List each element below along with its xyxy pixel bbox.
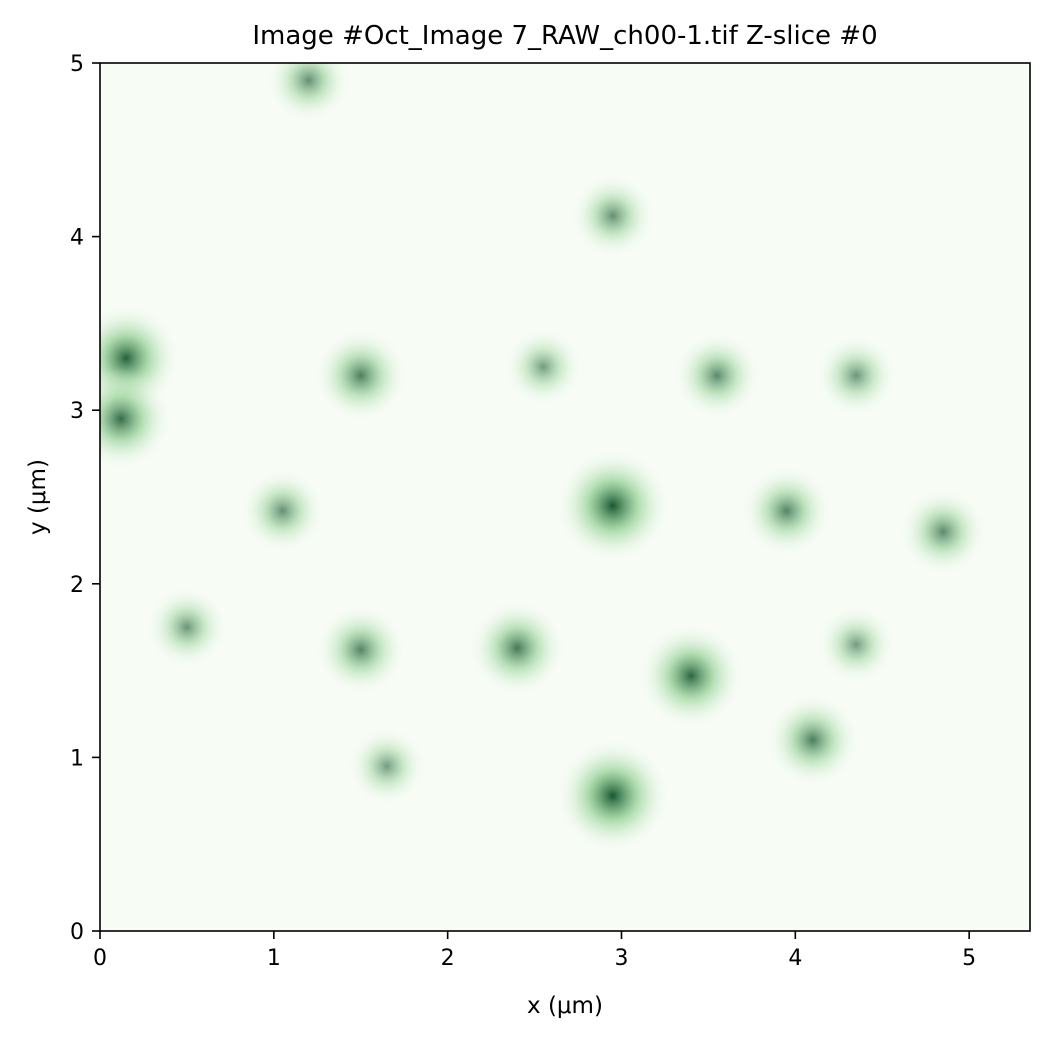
heatmap-spot [817, 606, 895, 684]
x-tick-label: 4 [788, 946, 802, 971]
y-axis: 0 1 2 3 4 5 [70, 52, 100, 945]
heatmap-spot [241, 469, 325, 553]
heatmap-spot [674, 332, 761, 419]
x-tick-label: 5 [962, 946, 976, 971]
heatmap-spot [348, 727, 426, 805]
heatmap-spot [766, 694, 859, 787]
heatmap-spot [556, 739, 670, 853]
y-tick-label: 1 [70, 746, 84, 771]
heatmap-spot [742, 466, 832, 556]
x-tick-label: 2 [441, 946, 455, 971]
heatmap-spot [816, 335, 897, 416]
heatmap [100, 63, 987, 853]
chart-title: Image #Oct_Image 7_RAW_ch00-1.tif Z-slic… [252, 21, 877, 51]
heatmap-spot [639, 623, 744, 728]
heatmap-spot [469, 600, 565, 696]
heatmap-spot [571, 174, 655, 258]
x-tick-label: 1 [267, 946, 281, 971]
x-tick-label: 3 [614, 946, 628, 971]
x-tick-label: 0 [93, 946, 107, 971]
heatmap-spot [504, 328, 582, 406]
x-axis-label: x (μm) [527, 993, 603, 1019]
y-axis-label: y (μm) [25, 459, 51, 535]
heatmap-spot [314, 329, 407, 422]
y-tick-label: 3 [70, 399, 84, 424]
y-tick-label: 0 [70, 920, 84, 945]
heatmap-spot [556, 449, 670, 563]
heatmap-spot [100, 368, 172, 470]
heatmap-spot [146, 587, 227, 668]
plot-frame [99, 62, 1031, 932]
y-tick-label: 5 [70, 52, 84, 77]
heatmap-spot [900, 488, 987, 575]
y-tick-label: 2 [70, 573, 84, 598]
heatmap-spot [316, 605, 406, 695]
heatmap-spot [267, 63, 351, 122]
y-tick-label: 4 [70, 226, 84, 251]
x-axis: 0 1 2 3 4 5 [93, 931, 976, 971]
plot-area [99, 62, 1031, 932]
